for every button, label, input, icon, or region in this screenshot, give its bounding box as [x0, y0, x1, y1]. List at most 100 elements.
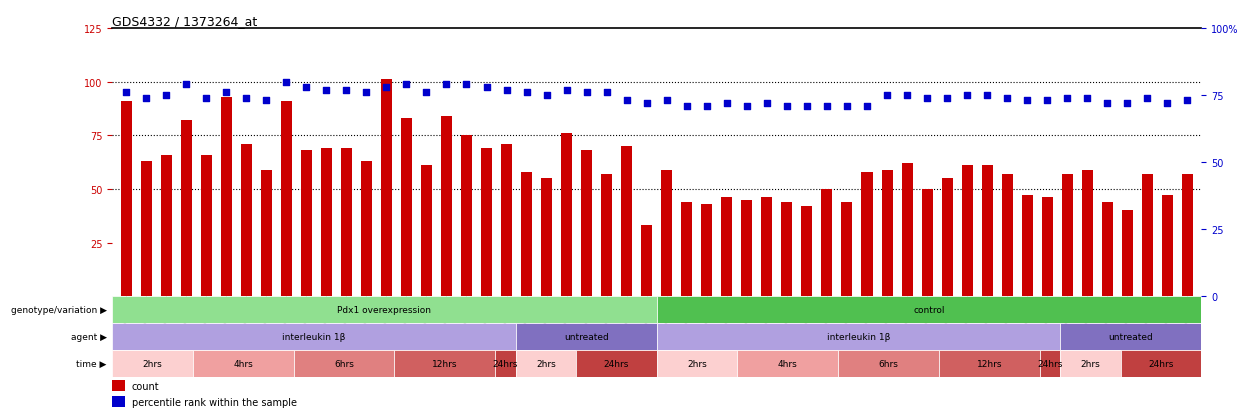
Point: [777, 103, 797, 110]
FancyBboxPatch shape: [112, 323, 515, 350]
Bar: [561, 134, 573, 297]
Point: [857, 103, 876, 110]
Text: control: control: [914, 305, 945, 314]
Point: [1037, 98, 1057, 104]
Text: agent ▶: agent ▶: [71, 332, 107, 341]
Point: [537, 93, 557, 99]
Bar: [461, 136, 472, 297]
Bar: [500, 145, 512, 297]
Text: 6hrs: 6hrs: [879, 359, 899, 368]
Bar: [1122, 211, 1133, 297]
Bar: [181, 121, 192, 297]
Text: 12hrs: 12hrs: [977, 359, 1002, 368]
FancyBboxPatch shape: [112, 297, 657, 323]
Bar: [901, 164, 913, 297]
Point: [757, 100, 777, 107]
Bar: [301, 151, 311, 297]
Text: 2hrs: 2hrs: [535, 359, 555, 368]
Text: Pdx1 overexpression: Pdx1 overexpression: [337, 305, 432, 314]
Bar: [161, 155, 172, 297]
Text: genotype/variation ▶: genotype/variation ▶: [11, 305, 107, 314]
Point: [197, 95, 217, 102]
Text: untreated: untreated: [564, 332, 609, 341]
Bar: [661, 170, 672, 297]
Point: [1117, 100, 1137, 107]
Bar: [421, 166, 432, 297]
Bar: [601, 174, 613, 297]
Text: time ▶: time ▶: [76, 359, 107, 368]
Point: [376, 85, 396, 91]
Text: 24hrs: 24hrs: [1148, 359, 1174, 368]
Point: [296, 85, 316, 91]
Point: [837, 103, 857, 110]
Point: [1097, 100, 1117, 107]
Bar: [881, 170, 893, 297]
FancyBboxPatch shape: [737, 350, 838, 377]
Bar: [1062, 174, 1073, 297]
Point: [417, 90, 437, 96]
Point: [457, 82, 477, 88]
Bar: [1102, 202, 1113, 297]
Bar: [542, 179, 552, 297]
Bar: [921, 190, 933, 297]
Point: [1158, 100, 1178, 107]
Bar: [1042, 198, 1053, 297]
Bar: [240, 145, 251, 297]
Point: [657, 98, 677, 104]
FancyBboxPatch shape: [496, 350, 515, 377]
Text: GDS4332 / 1373264_at: GDS4332 / 1373264_at: [112, 15, 258, 28]
Bar: [981, 166, 992, 297]
FancyBboxPatch shape: [294, 350, 395, 377]
FancyBboxPatch shape: [1061, 323, 1201, 350]
Bar: [1082, 170, 1093, 297]
Bar: [341, 149, 352, 297]
Point: [1077, 95, 1097, 102]
Point: [898, 93, 918, 99]
Text: 4hrs: 4hrs: [233, 359, 253, 368]
FancyBboxPatch shape: [657, 297, 1201, 323]
FancyBboxPatch shape: [395, 350, 496, 377]
Text: 24hrs: 24hrs: [604, 359, 629, 368]
FancyBboxPatch shape: [193, 350, 294, 377]
FancyBboxPatch shape: [576, 350, 657, 377]
Point: [576, 90, 596, 96]
Bar: [941, 179, 952, 297]
Point: [918, 95, 937, 102]
Bar: [581, 151, 593, 297]
Bar: [401, 119, 412, 297]
FancyBboxPatch shape: [1120, 350, 1201, 377]
FancyBboxPatch shape: [657, 350, 737, 377]
Bar: [522, 172, 532, 297]
Bar: [741, 200, 752, 297]
Bar: [481, 149, 492, 297]
Point: [396, 82, 416, 88]
Point: [1017, 98, 1037, 104]
Bar: [862, 172, 873, 297]
Bar: [621, 147, 632, 297]
Point: [316, 87, 336, 94]
FancyBboxPatch shape: [515, 323, 657, 350]
Text: 24hrs: 24hrs: [1037, 359, 1063, 368]
Point: [636, 100, 656, 107]
Point: [717, 100, 737, 107]
Point: [336, 87, 356, 94]
Bar: [361, 161, 372, 297]
Point: [937, 95, 957, 102]
FancyBboxPatch shape: [1061, 350, 1120, 377]
Point: [177, 82, 197, 88]
Bar: [1002, 174, 1012, 297]
Text: 24hrs: 24hrs: [493, 359, 518, 368]
Point: [616, 98, 636, 104]
Bar: [121, 102, 132, 297]
Text: 2hrs: 2hrs: [142, 359, 162, 368]
Point: [477, 85, 497, 91]
Bar: [1022, 196, 1032, 297]
Bar: [1142, 174, 1153, 297]
Bar: [681, 202, 692, 297]
Bar: [701, 204, 712, 297]
Point: [136, 95, 156, 102]
Point: [876, 93, 896, 99]
Point: [1178, 98, 1198, 104]
Text: untreated: untreated: [1108, 332, 1153, 341]
Bar: [802, 206, 813, 297]
